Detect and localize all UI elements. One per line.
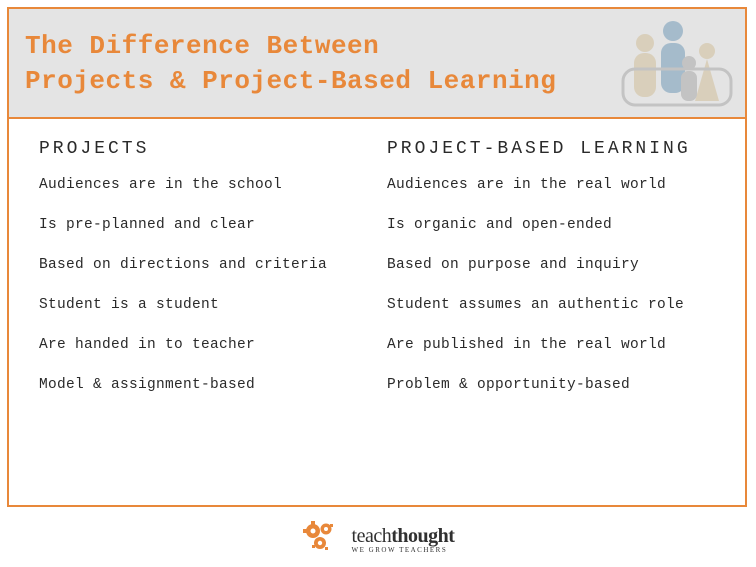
- title-line-1: The Difference Between: [25, 31, 379, 61]
- header: The Difference Between Projects & Projec…: [9, 9, 745, 119]
- list-item: Problem & opportunity-based: [387, 377, 715, 393]
- brand-name-light: teach: [352, 525, 392, 547]
- brand-logo: teachthought WE GROW TEACHERS: [352, 525, 455, 554]
- footer: teachthought WE GROW TEACHERS: [7, 507, 747, 562]
- brand-name-bold: thought: [391, 525, 454, 547]
- list-item: Audiences are in the school: [39, 177, 367, 193]
- pbl-column: PROJECT-BASED LEARNING Audiences are in …: [387, 139, 715, 417]
- title-line-2: Projects & Project-Based Learning: [25, 66, 556, 96]
- list-item: Is organic and open-ended: [387, 217, 715, 233]
- gears-icon: [300, 517, 340, 562]
- main-title: The Difference Between Projects & Projec…: [25, 29, 729, 99]
- list-item: Are handed in to teacher: [39, 337, 367, 353]
- list-item: Audiences are in the real world: [387, 177, 715, 193]
- list-item: Is pre-planned and clear: [39, 217, 367, 233]
- list-item: Student is a student: [39, 297, 367, 313]
- brand-tagline: WE GROW TEACHERS: [352, 546, 455, 554]
- list-item: Based on purpose and inquiry: [387, 257, 715, 273]
- brand-name: teachthought: [352, 525, 455, 548]
- list-item: Are published in the real world: [387, 337, 715, 353]
- infographic-frame: The Difference Between Projects & Projec…: [7, 7, 747, 507]
- list-item: Student assumes an authentic role: [387, 297, 715, 313]
- list-item: Based on directions and criteria: [39, 257, 367, 273]
- pbl-heading: PROJECT-BASED LEARNING: [387, 139, 715, 159]
- comparison-columns: PROJECTS Audiences are in the school Is …: [9, 119, 745, 427]
- projects-heading: PROJECTS: [39, 139, 367, 159]
- projects-column: PROJECTS Audiences are in the school Is …: [39, 139, 367, 417]
- list-item: Model & assignment-based: [39, 377, 367, 393]
